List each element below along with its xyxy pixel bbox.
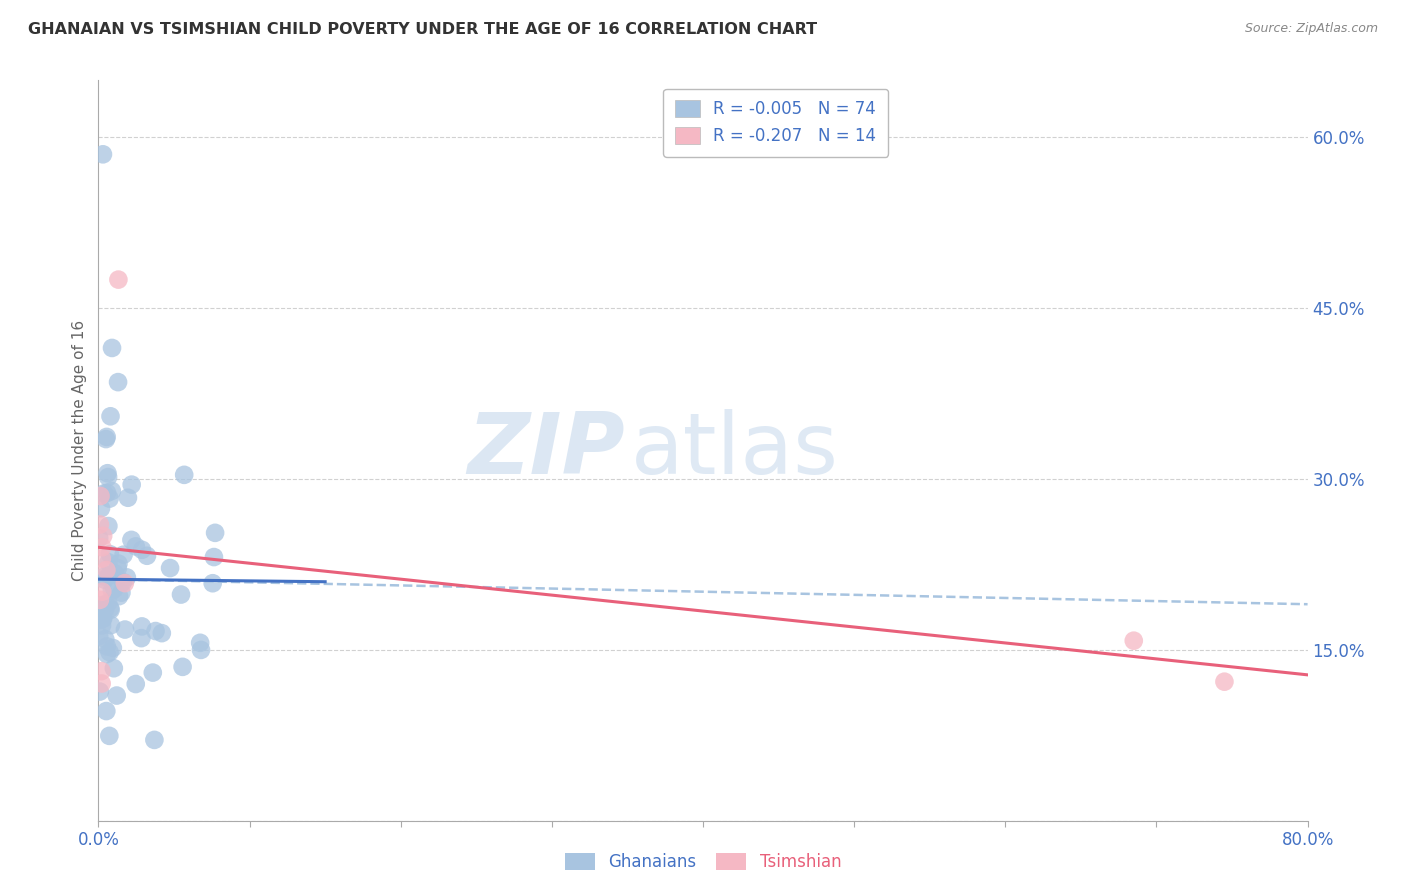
Point bbox=[91, 541, 114, 555]
Text: Source: ZipAtlas.com: Source: ZipAtlas.com bbox=[1244, 22, 1378, 36]
Point bbox=[101, 640, 124, 655]
Point bbox=[96, 467, 118, 481]
Point bbox=[100, 618, 122, 632]
Point bbox=[98, 601, 121, 615]
Point bbox=[190, 643, 212, 657]
Point bbox=[188, 636, 211, 650]
Point bbox=[131, 631, 153, 645]
Point bbox=[90, 501, 112, 516]
Point bbox=[107, 557, 129, 571]
Point bbox=[90, 664, 112, 678]
Point bbox=[103, 661, 125, 675]
Point bbox=[91, 612, 114, 626]
Point bbox=[115, 570, 138, 584]
Point bbox=[107, 561, 129, 575]
Point bbox=[96, 647, 118, 661]
Point bbox=[114, 623, 136, 637]
Point bbox=[91, 584, 114, 599]
Point bbox=[96, 486, 118, 500]
Point bbox=[131, 542, 153, 557]
Point bbox=[204, 525, 226, 540]
Point bbox=[96, 640, 118, 654]
Point bbox=[125, 677, 148, 691]
Legend: R = -0.005   N = 74, R = -0.207   N = 14: R = -0.005 N = 74, R = -0.207 N = 14 bbox=[664, 88, 887, 157]
Point bbox=[91, 147, 114, 161]
Point bbox=[201, 576, 224, 591]
Point bbox=[125, 540, 148, 554]
Point bbox=[90, 551, 112, 566]
Point bbox=[94, 632, 117, 647]
Point bbox=[94, 603, 117, 617]
Point bbox=[111, 575, 134, 590]
Y-axis label: Child Poverty Under the Age of 16: Child Poverty Under the Age of 16 bbox=[72, 320, 87, 581]
Point bbox=[97, 470, 120, 484]
Point bbox=[98, 547, 121, 561]
Point bbox=[93, 569, 115, 583]
Point bbox=[100, 603, 122, 617]
Point bbox=[101, 341, 124, 355]
Point bbox=[91, 529, 114, 543]
Point bbox=[97, 596, 120, 610]
Point bbox=[89, 592, 111, 607]
Point bbox=[142, 665, 165, 680]
Point bbox=[131, 619, 153, 633]
Point bbox=[101, 483, 124, 498]
Point bbox=[104, 566, 127, 581]
Point bbox=[202, 550, 225, 565]
Point bbox=[105, 689, 128, 703]
Point bbox=[110, 585, 132, 599]
Point bbox=[97, 555, 120, 569]
Legend: Ghanaians, Tsimshian: Ghanaians, Tsimshian bbox=[557, 845, 849, 880]
Point bbox=[136, 549, 159, 563]
Point bbox=[107, 375, 129, 389]
Point bbox=[89, 489, 111, 503]
Point bbox=[94, 432, 117, 446]
Point bbox=[117, 491, 139, 505]
Point bbox=[98, 645, 121, 659]
Point bbox=[1213, 674, 1236, 689]
Point bbox=[96, 430, 118, 444]
Point bbox=[90, 676, 112, 690]
Point bbox=[96, 704, 118, 718]
Point bbox=[91, 598, 114, 612]
Point bbox=[103, 582, 125, 596]
Point bbox=[89, 684, 111, 698]
Text: atlas: atlas bbox=[630, 409, 838, 492]
Point bbox=[89, 613, 111, 627]
Point bbox=[108, 589, 131, 603]
Point bbox=[159, 561, 181, 575]
Point bbox=[173, 467, 195, 482]
Point bbox=[150, 626, 173, 640]
Point bbox=[98, 729, 121, 743]
Point bbox=[91, 611, 114, 625]
Point bbox=[93, 486, 115, 500]
Point bbox=[97, 519, 120, 533]
Point bbox=[121, 477, 143, 491]
Point bbox=[89, 531, 111, 545]
Text: ZIP: ZIP bbox=[467, 409, 624, 492]
Point bbox=[170, 588, 193, 602]
Point bbox=[96, 563, 118, 577]
Point bbox=[98, 491, 121, 506]
Point bbox=[143, 732, 166, 747]
Point bbox=[89, 517, 111, 532]
Point bbox=[145, 624, 167, 638]
Point bbox=[93, 573, 115, 587]
Point bbox=[114, 576, 136, 591]
Point bbox=[91, 618, 114, 632]
Point bbox=[1122, 633, 1144, 648]
Point bbox=[98, 568, 121, 582]
Point bbox=[112, 548, 135, 562]
Point bbox=[100, 409, 122, 424]
Point bbox=[120, 533, 142, 547]
Point bbox=[172, 660, 194, 674]
Text: GHANAIAN VS TSIMSHIAN CHILD POVERTY UNDER THE AGE OF 16 CORRELATION CHART: GHANAIAN VS TSIMSHIAN CHILD POVERTY UNDE… bbox=[28, 22, 817, 37]
Point bbox=[101, 583, 124, 598]
Point bbox=[107, 272, 129, 286]
Point bbox=[89, 629, 111, 643]
